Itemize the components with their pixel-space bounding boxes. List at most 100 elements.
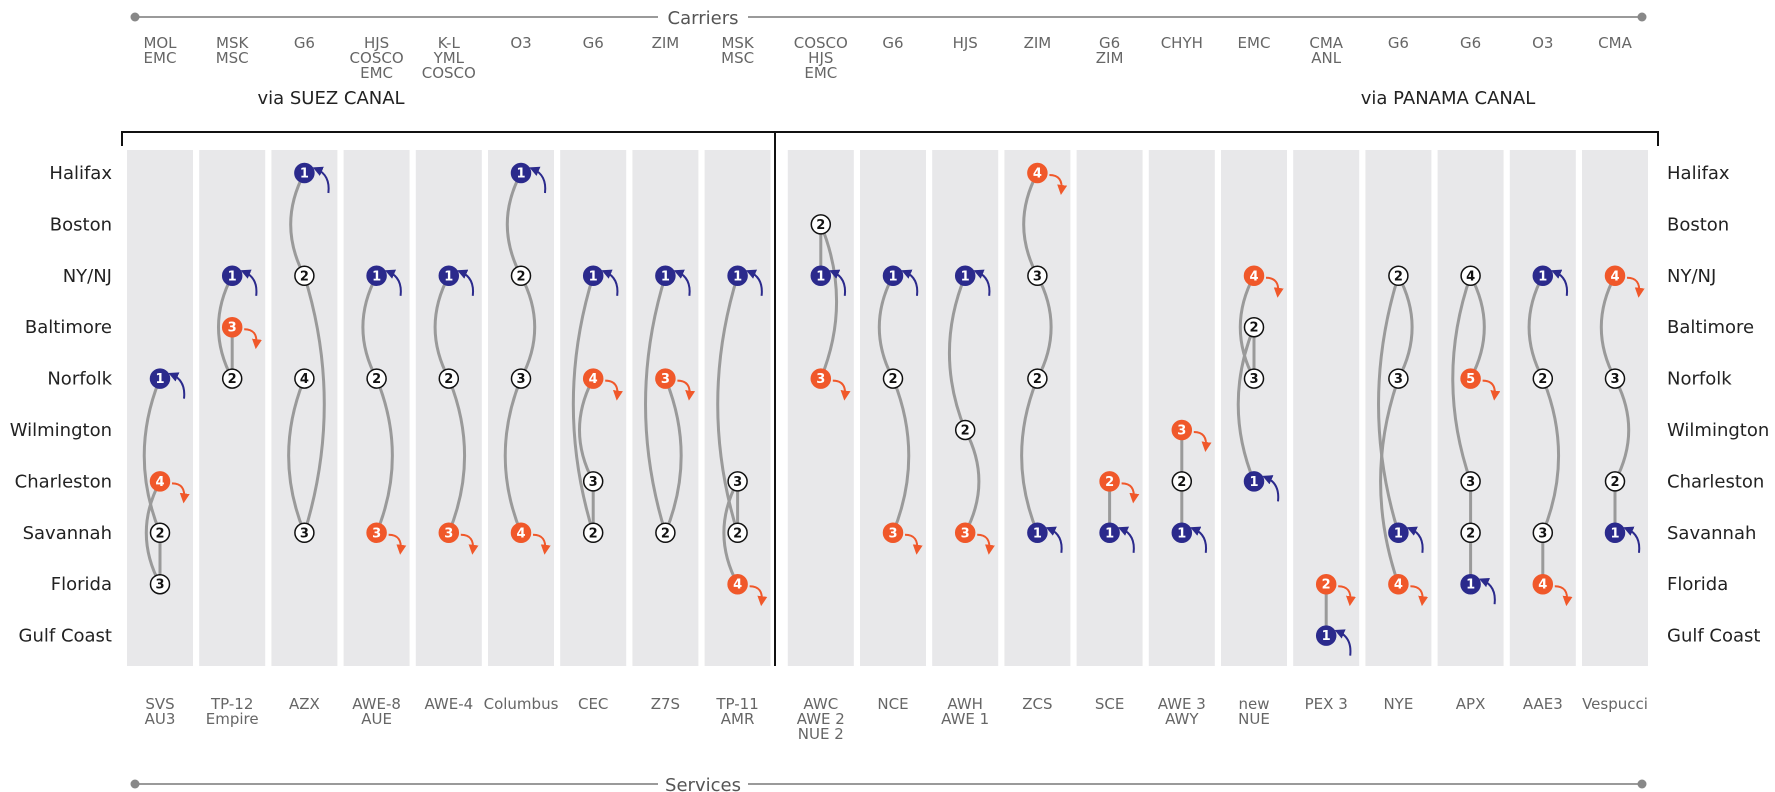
- port-call-savannah: 1: [1388, 522, 1424, 553]
- arrival-arrow: [1334, 629, 1352, 656]
- port-label-boston: Boston: [50, 214, 112, 235]
- call-marker: [810, 214, 832, 235]
- port-labels-right: Halifax Boston NY/NJ Baltimore Norfolk Wilmin…: [1667, 163, 1769, 647]
- carrier-label: EMC: [144, 49, 177, 67]
- call-marker: [1027, 368, 1048, 389]
- departure-arrow: [977, 533, 995, 555]
- port-call-ny-nj: 1: [221, 265, 258, 296]
- call-order-label: 1: [1394, 526, 1403, 541]
- call-marker: [149, 522, 171, 544]
- departure-arrow: [244, 328, 262, 350]
- call-marker: [1243, 265, 1265, 287]
- port-call-ny-nj: 4: [1604, 265, 1645, 298]
- port-label-halifax: Halifax: [49, 163, 112, 184]
- call-order-label: 2: [1033, 372, 1042, 387]
- call-order-label: 2: [589, 526, 598, 541]
- call-connector: [819, 223, 838, 380]
- port-call-savannah: 2: [727, 522, 748, 544]
- call-connector: [142, 378, 162, 534]
- service-label: AWY: [1165, 710, 1199, 728]
- call-connector: [1238, 275, 1256, 380]
- port-label-charleston: Charleston: [1667, 471, 1764, 492]
- arrival-arrow: [168, 372, 186, 399]
- service-column-awh: 1 2 3: [932, 150, 999, 666]
- call-order-label: 3: [888, 526, 897, 541]
- call-order-label: 3: [1249, 372, 1258, 387]
- port-call-halifax: 1: [294, 162, 330, 194]
- service-column-awe-4: 1 2 3: [415, 150, 482, 666]
- carriers-axis: Carriers: [130, 8, 1647, 29]
- call-order-label: 3: [661, 372, 670, 387]
- carrier-label: K-L: [438, 34, 461, 52]
- port-call-florida: 4: [727, 573, 768, 607]
- departure-arrow: [749, 585, 768, 607]
- port-call-savannah: 3: [882, 522, 923, 555]
- call-order-label: 1: [589, 269, 598, 284]
- port-call-baltimore: 3: [221, 316, 262, 350]
- port-call-ny-nj: 2: [1388, 265, 1409, 287]
- port-label-baltimore: Baltimore: [25, 317, 112, 338]
- call-connector: [891, 378, 911, 534]
- column-background: [415, 150, 482, 666]
- port-call-savannah: 3: [294, 522, 315, 544]
- call-marker: [1315, 573, 1337, 595]
- call-connector: [217, 275, 234, 380]
- call-marker: [1388, 265, 1409, 287]
- arrival-arrow: [1262, 475, 1280, 502]
- port-call-norfolk: 2: [221, 368, 243, 389]
- port-call-florida: 2: [1315, 573, 1356, 607]
- service-label: AAE3: [1523, 695, 1563, 713]
- call-order-label: 3: [1538, 526, 1547, 541]
- column-background: [343, 150, 410, 666]
- departure-arrow: [388, 533, 407, 555]
- call-marker: [810, 368, 832, 389]
- call-connector: [447, 378, 466, 534]
- call-order-label: 2: [1322, 578, 1331, 593]
- call-marker: [366, 522, 387, 544]
- service-column-nce: 1 2 3: [860, 150, 926, 666]
- port-call-boston: 2: [810, 214, 832, 235]
- carrier-label: COSCO: [422, 64, 476, 82]
- call-order-label: 2: [1249, 321, 1258, 336]
- call-order-label: 3: [1394, 372, 1403, 387]
- carrier-label: MSC: [721, 49, 754, 67]
- column-background: [271, 150, 338, 666]
- call-order-label: 2: [1610, 475, 1619, 490]
- column-background: [632, 150, 699, 666]
- service-label: AU3: [145, 710, 176, 728]
- call-order-label: 2: [228, 372, 237, 387]
- call-marker: [1243, 368, 1265, 389]
- call-connector: [1397, 275, 1414, 380]
- arrival-arrow: [1406, 526, 1424, 553]
- call-order-label: 3: [1466, 475, 1475, 490]
- call-order-label: 3: [155, 578, 164, 593]
- port-call-norfolk: 1: [149, 368, 186, 399]
- service-column-aae3: 1 2 3 4: [1509, 150, 1576, 666]
- port-label-savannah: Savannah: [23, 523, 112, 544]
- carrier-label: COSCO: [350, 49, 404, 67]
- call-marker: [1460, 522, 1481, 544]
- call-connector: [302, 275, 326, 534]
- call-marker: [655, 522, 676, 544]
- call-connector: [1020, 378, 1039, 534]
- call-marker: [294, 162, 315, 184]
- call-marker: [582, 522, 604, 544]
- service-label: TP-11: [715, 695, 758, 713]
- port-label-florida: Florida: [51, 574, 112, 595]
- departure-arrow: [1265, 276, 1284, 298]
- call-marker: [1532, 573, 1554, 595]
- carrier-label: G6: [1099, 34, 1120, 52]
- call-marker: [954, 419, 976, 441]
- service-column-pex-3: 21: [1293, 150, 1360, 666]
- arrival-arrow: [973, 269, 991, 296]
- port-call-savannah: 2: [655, 522, 676, 544]
- call-marker: [366, 265, 387, 287]
- call-order-label: 2: [155, 526, 164, 541]
- port-call-ny-nj: 1: [727, 265, 763, 296]
- port-call-florida: 4: [1532, 573, 1573, 607]
- call-marker: [510, 368, 532, 389]
- port-call-wilmington: 3: [1171, 419, 1212, 452]
- call-order-label: 4: [1610, 269, 1619, 284]
- arrival-arrow: [1190, 526, 1208, 553]
